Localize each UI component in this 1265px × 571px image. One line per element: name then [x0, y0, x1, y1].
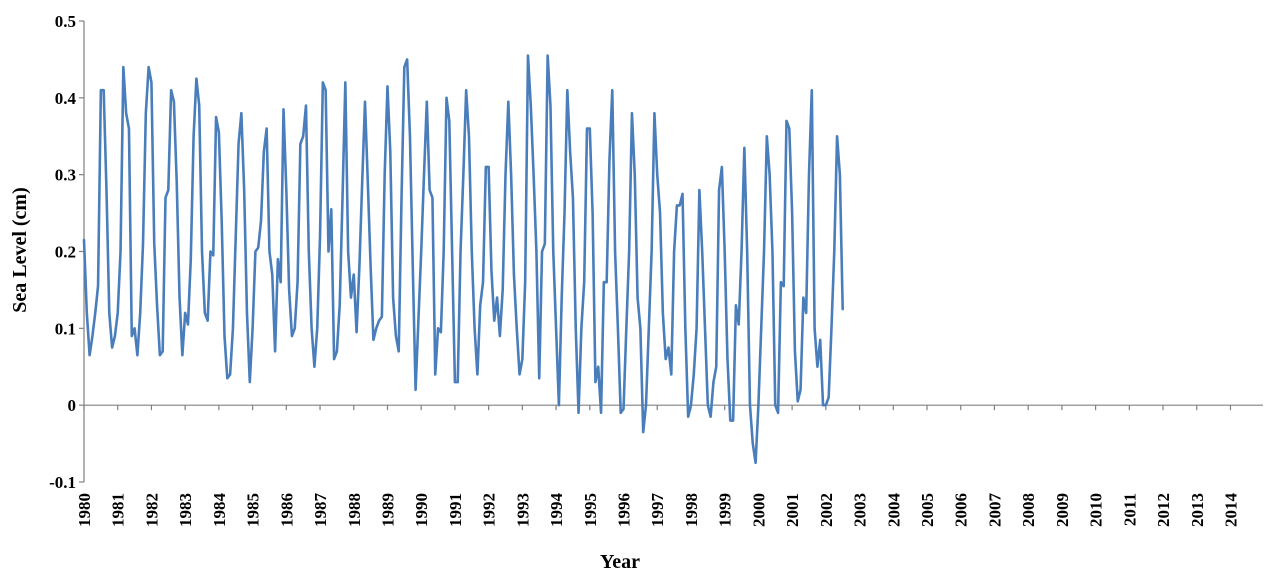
x-tick-label: 1989 [378, 493, 397, 527]
y-axis: 0.5 0.4 0.3 0.2 0.1 0 -0.1 [49, 12, 85, 492]
x-tick-label: 2012 [1154, 493, 1173, 527]
sea-level-series-line [82, 54, 845, 465]
x-tick-label: 2009 [1053, 493, 1072, 527]
x-tick-label: 1982 [142, 493, 161, 527]
y-tick-label: 0.4 [55, 89, 77, 108]
x-tick-label: 2013 [1188, 493, 1207, 527]
x-tick-label: 2006 [952, 493, 971, 527]
x-tick-label: 1990 [412, 493, 431, 527]
x-tick-label: 1994 [547, 493, 566, 528]
x-tick-label: 1981 [109, 493, 128, 527]
x-tick-label: 2001 [783, 493, 802, 527]
x-tick-label: 1995 [581, 493, 600, 527]
x-tick-label: 1991 [446, 493, 465, 527]
x-tick-label: 2002 [817, 493, 836, 527]
x-tick-label: 1988 [345, 493, 364, 527]
x-tick-label: 2005 [918, 493, 937, 527]
x-tick-label: 1986 [277, 493, 296, 527]
y-tick-label: 0.5 [55, 12, 76, 31]
y-tick-label: -0.1 [49, 473, 76, 492]
x-tick-label: 2010 [1087, 493, 1106, 527]
x-tick-label: 2007 [985, 493, 1004, 528]
y-tick-label: 0 [68, 396, 77, 415]
x-tick-label: 1987 [311, 493, 330, 528]
x-tick-label: 1998 [682, 493, 701, 527]
x-tick-label: 2000 [749, 493, 768, 527]
x-tick-label: 1997 [648, 493, 667, 528]
y-tick-label: 0.2 [55, 243, 76, 262]
x-tick-label: 1984 [210, 493, 229, 528]
x-tick-label: 1999 [716, 493, 735, 527]
x-tick-label: 1985 [244, 493, 263, 527]
x-tick-label: 1983 [176, 493, 195, 527]
x-tick-label: 2008 [1019, 493, 1038, 527]
y-tick-label: 0.1 [55, 319, 76, 338]
x-tick-label: 2011 [1120, 493, 1139, 526]
x-tick-label: 2003 [851, 493, 870, 527]
x-tick-label: 1993 [513, 493, 532, 527]
x-tick-label: 2014 [1221, 493, 1240, 528]
x-tick-label: 1980 [75, 493, 94, 527]
y-tick-label: 0.3 [55, 166, 76, 185]
x-tick-label: 2004 [884, 493, 903, 528]
series-layer [82, 54, 845, 465]
x-axis: 1980 1981 1982 1983 1984 1985 1986 1987 1988 1989… [75, 404, 1263, 528]
x-tick-label: 1992 [480, 493, 499, 527]
y-axis-title: Sea Level (cm) [9, 187, 31, 313]
x-tick-label: 1996 [615, 493, 634, 527]
x-axis-title: Year [600, 551, 640, 571]
